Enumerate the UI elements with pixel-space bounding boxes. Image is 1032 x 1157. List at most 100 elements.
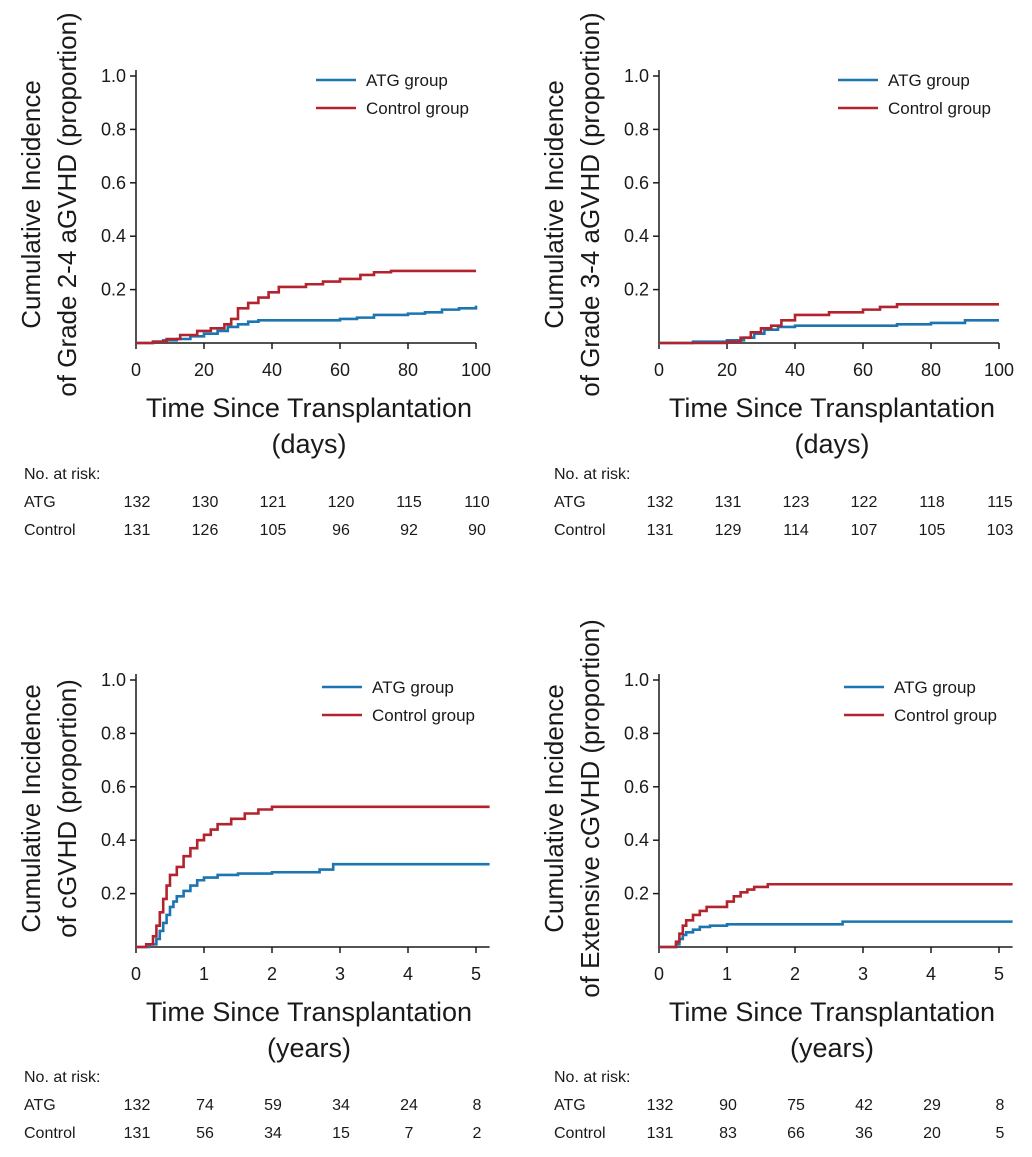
risk-count: 15 [332,1125,350,1142]
risk-count: 132 [647,494,674,511]
risk-count: 121 [260,494,287,511]
y-axis-label: of Grade 2-4 aGVHD (proportion) [52,12,82,396]
control-group-curve [136,269,476,345]
control-group-curve [659,302,999,345]
y-tick-label: 0.2 [624,280,649,300]
x-tick-label: 100 [461,360,491,380]
risk-count: 107 [851,522,878,539]
y-tick-label: 0.4 [624,830,649,850]
risk-count: 114 [783,522,809,539]
risk-count: 122 [851,494,878,511]
risk-table-header: No. at risk: [24,466,100,483]
legend-control-label: Control group [372,706,475,725]
risk-count: 131 [647,522,674,539]
risk-count: 120 [328,494,355,511]
risk-count: 118 [919,494,945,511]
x-tick-label: 4 [403,964,413,984]
risk-table-header: No. at risk: [554,466,630,483]
y-tick-label: 0.6 [101,777,126,797]
risk-count: 132 [647,1097,674,1114]
x-tick-label: 0 [654,964,664,984]
risk-count: 123 [783,494,810,511]
x-axis-label: (years) [790,1033,874,1063]
risk-count: 29 [923,1097,941,1114]
x-axis-label: Time Since Transplantation [669,393,995,423]
x-axis-label: Time Since Transplantation [146,393,472,423]
risk-row-label: ATG [24,494,56,511]
x-axis-label: Time Since Transplantation [669,997,995,1027]
x-tick-label: 3 [335,964,345,984]
x-tick-label: 80 [921,360,941,380]
x-tick-label: 0 [654,360,664,380]
risk-row-label: Control [24,522,76,539]
y-tick-label: 0.6 [101,173,126,193]
x-tick-label: 40 [785,360,805,380]
risk-count: 131 [715,494,742,511]
chart-panel-4: 0.2 0.4 0.6 0.8 1.0 0 1 2 3 4 5 Cumulative Incidenc… [539,619,1013,1142]
x-tick-label: 80 [398,360,418,380]
risk-count: 75 [787,1097,805,1114]
y-axis-label: of Extensive cGVHD (proportion) [575,619,605,998]
risk-count: 131 [124,522,151,539]
x-tick-label: 60 [853,360,873,380]
x-tick-label: 60 [330,360,350,380]
y-tick-label: 0.8 [101,723,126,743]
y-axis-label: of Grade 3-4 aGVHD (proportion) [575,12,605,396]
y-tick-label: 0.8 [624,723,649,743]
risk-row-label: Control [554,522,606,539]
risk-count: 131 [124,1125,151,1142]
atg-group-curve [136,305,478,345]
risk-count: 132 [124,1097,151,1114]
y-axis-label: Cumulative Incidence [539,684,569,933]
x-tick-label: 4 [926,964,936,984]
risk-row-label: ATG [554,494,586,511]
y-tick-label: 0.8 [624,119,649,139]
x-tick-label: 2 [267,964,277,984]
risk-count: 131 [647,1125,674,1142]
x-tick-label: 5 [994,964,1004,984]
x-tick-label: 1 [722,964,732,984]
y-tick-label: 1.0 [101,670,126,690]
risk-count: 8 [996,1097,1005,1114]
x-axis-label: (years) [267,1033,351,1063]
x-tick-label: 100 [984,360,1014,380]
chart-panel-1: 0.2 0.4 0.6 0.8 1.0 0 20 40 60 80 100 Cumulative In… [16,12,491,539]
risk-table-header: No. at risk: [24,1069,100,1086]
x-tick-label: 40 [262,360,282,380]
x-tick-label: 5 [471,964,481,984]
y-axis-label: Cumulative Incidence [539,80,569,329]
risk-count: 132 [124,494,151,511]
y-tick-label: 0.8 [101,119,126,139]
atg-group-curve [659,920,1013,949]
x-tick-label: 1 [199,964,209,984]
risk-count: 24 [400,1097,418,1114]
risk-count: 92 [400,522,418,539]
control-group-curve [659,882,1013,949]
risk-count: 90 [719,1097,737,1114]
x-axis-label: (days) [271,429,346,459]
risk-count: 20 [923,1125,941,1142]
y-tick-label: 1.0 [624,670,649,690]
risk-count: 36 [855,1125,873,1142]
atg-group-curve [659,319,999,345]
risk-table-header: No. at risk: [554,1069,630,1086]
risk-row-label: ATG [24,1097,56,1114]
x-tick-label: 3 [858,964,868,984]
legend-control-label: Control group [888,99,991,118]
x-axis-label: (days) [794,429,869,459]
risk-count: 115 [396,494,422,511]
risk-count: 126 [192,522,219,539]
legend-atg-label: ATG group [894,678,976,697]
atg-group-curve [136,862,490,949]
y-tick-label: 0.2 [624,884,649,904]
legend-atg-label: ATG group [366,71,448,90]
risk-count: 129 [715,522,742,539]
y-tick-label: 1.0 [101,66,126,86]
risk-count: 56 [196,1125,214,1142]
control-group-curve [136,805,490,949]
y-tick-label: 0.6 [624,173,649,193]
risk-count: 8 [473,1097,482,1114]
risk-count: 34 [264,1125,282,1142]
y-tick-label: 0.2 [101,280,126,300]
